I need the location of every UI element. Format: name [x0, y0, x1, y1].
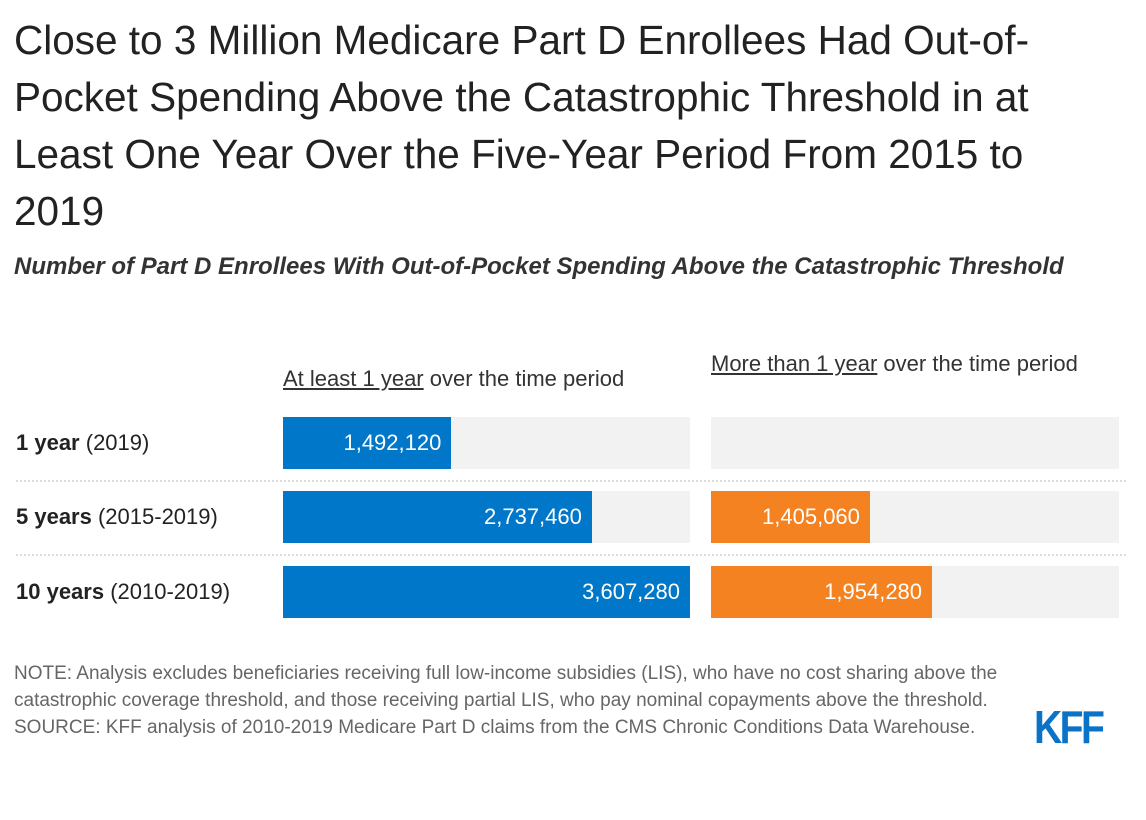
bar-track: 1,954,280 — [711, 566, 1119, 618]
bar: 1,405,060 — [711, 491, 870, 543]
data-label: 3,607,280 — [582, 579, 680, 604]
bar-track — [711, 417, 1119, 469]
chart-title: Close to 3 Million Medicare Part D Enrol… — [14, 17, 1030, 234]
bar-track: 3,607,280 — [283, 566, 690, 618]
row-divider — [16, 554, 1126, 556]
series-header-0: At least 1 year over the time period — [283, 364, 693, 393]
category-label: 10 years (2010-2019) — [16, 566, 230, 618]
series-header-rest: over the time period — [423, 366, 625, 391]
series-header-1: More than 1 year over the time period — [711, 349, 1111, 378]
bar: 1,492,120 — [283, 417, 452, 469]
series-header-rest: over the time period — [877, 351, 1078, 376]
row-divider — [16, 480, 1126, 482]
kff-logo: KFF — [1034, 701, 1105, 753]
category-label-bold: 10 years — [16, 579, 105, 604]
category-label-bold: 5 years — [16, 504, 92, 529]
category-label-years: (2015-2019) — [91, 504, 218, 529]
bar-track: 1,405,060 — [711, 491, 1119, 543]
footnote: NOTE: Analysis excludes beneficiaries re… — [14, 660, 1004, 741]
category-label-years: (2019) — [79, 430, 150, 455]
category-label-bold: 1 year — [16, 430, 80, 455]
chart-subtitle: Number of Part D Enrollees With Out-of-P… — [14, 253, 1064, 280]
bar: 3,607,280 — [283, 566, 690, 618]
note-text: NOTE: Analysis excludes beneficiaries re… — [14, 663, 998, 711]
category-label: 1 year (2019) — [16, 417, 149, 469]
data-label: 2,737,460 — [483, 504, 582, 529]
series-header-underlined: More than 1 year — [711, 351, 878, 376]
bar: 1,954,280 — [711, 566, 933, 618]
data-label: 1,954,280 — [824, 579, 923, 604]
data-label: 1,405,060 — [762, 504, 860, 529]
data-label: 1,492,120 — [343, 430, 442, 455]
bar-track: 1,492,120 — [283, 417, 690, 469]
bar: 2,737,460 — [283, 491, 592, 543]
bar-track: 2,737,460 — [283, 491, 690, 543]
source-text: SOURCE: KFF analysis of 2010-2019 Medica… — [14, 717, 976, 738]
category-label: 5 years (2015-2019) — [16, 491, 218, 543]
series-header-underlined: At least 1 year — [283, 366, 424, 391]
category-label-years: (2010-2019) — [104, 579, 231, 604]
